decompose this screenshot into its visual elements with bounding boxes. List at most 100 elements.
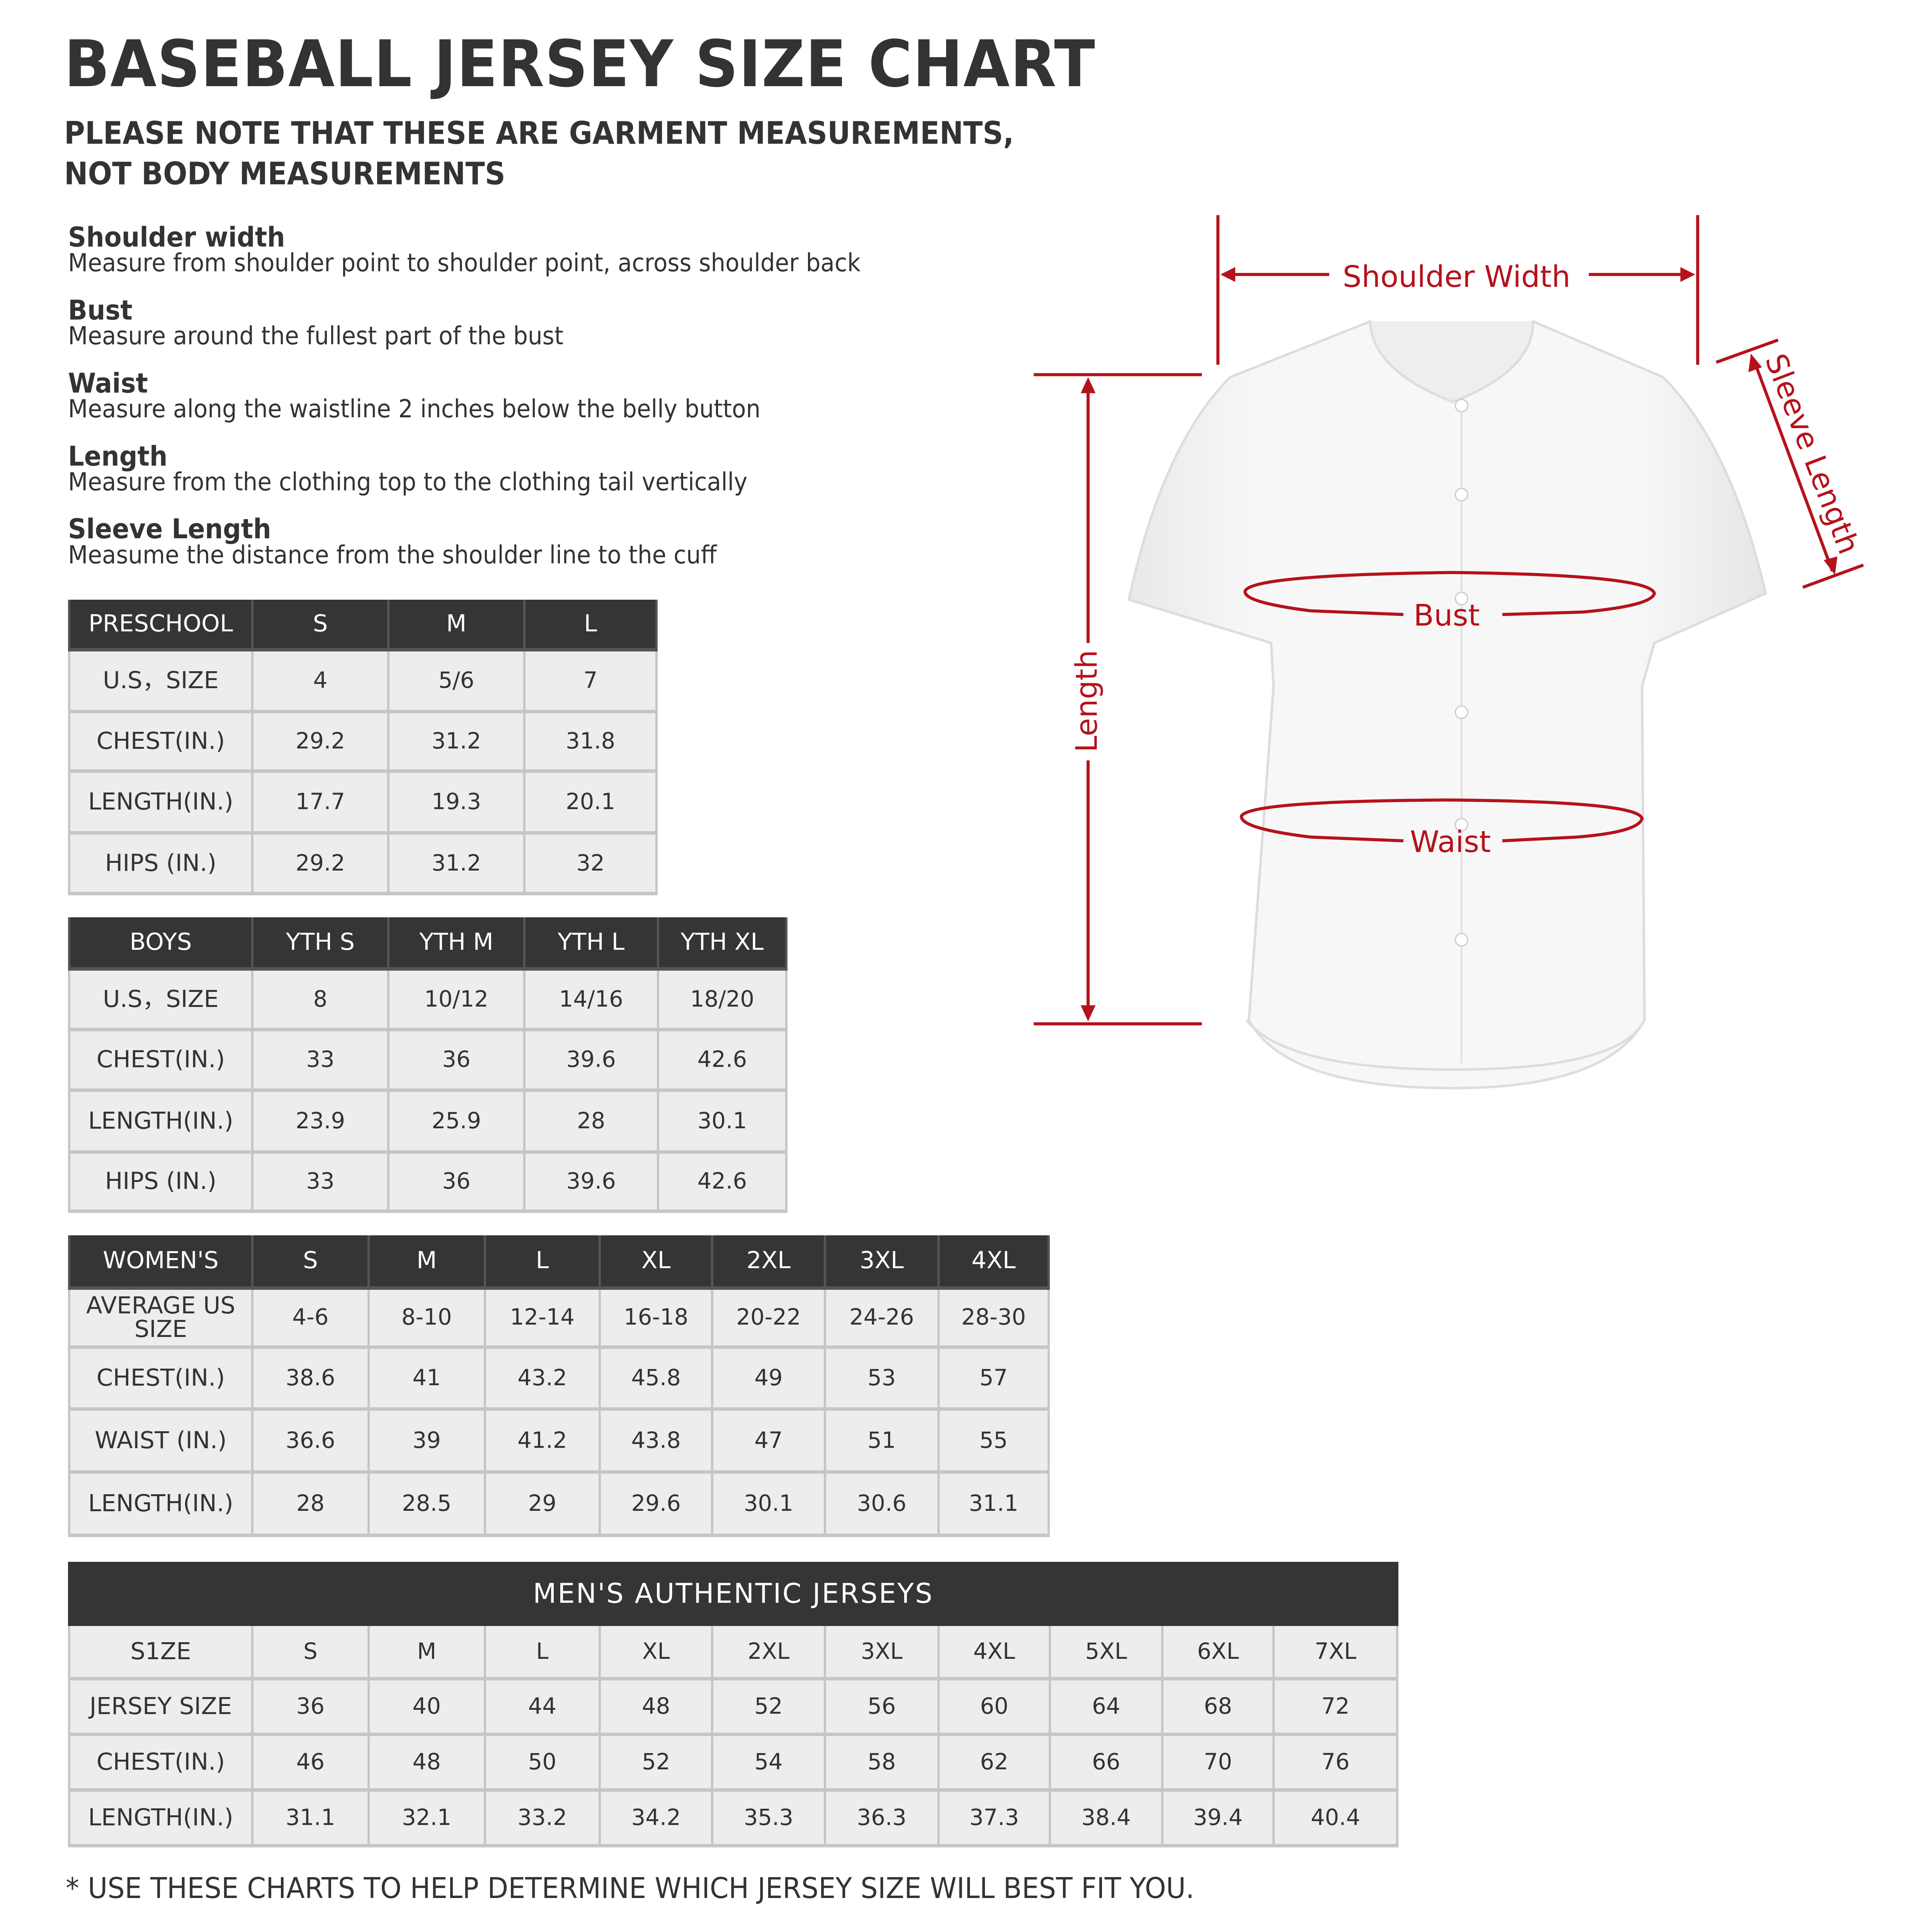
boys-table-cell: 33	[253, 1153, 389, 1213]
womens-table-cell-text: 43.2	[517, 1365, 567, 1391]
mens-table-cell-text: 64	[1092, 1693, 1121, 1719]
preschool-table-cell-text: 31.2	[431, 850, 481, 876]
womens-table-cell: 43.2	[486, 1349, 601, 1411]
boys-header-cell-text: YTH M	[419, 929, 493, 956]
boys-table-cell-text: 10/12	[424, 986, 488, 1012]
mens-table-cell-text: 52	[754, 1693, 783, 1719]
mens-table-cell-text: 50	[528, 1748, 557, 1775]
womens-table-cell-text: 30.1	[743, 1490, 794, 1517]
womens-header-cell-text: WOMEN'S	[103, 1247, 219, 1274]
boys-table-cell-text: 42.6	[697, 1168, 747, 1194]
mens-table-cell-text: 66	[1092, 1748, 1121, 1775]
boys-table-cell: 14/16	[526, 971, 659, 1031]
preschool-header-cell-text: PRESCHOOL	[88, 610, 233, 638]
footnote: * USE THESE CHARTS TO HELP DETERMINE WHI…	[65, 1872, 1194, 1905]
womens-table-cell: 31.1	[940, 1474, 1050, 1537]
womens-table-cell: 28.5	[369, 1474, 486, 1537]
mens-table-cell-text: L	[536, 1638, 549, 1664]
subtitle-line-1: PLEASE NOTE THAT THESE ARE GARMENT MEASU…	[64, 115, 1014, 151]
preschool-table-cell-text: CHEST(IN.)	[96, 728, 225, 755]
mens-table-cell: 56	[826, 1680, 940, 1736]
boys-table-cell-text: LENGTH(IN.)	[88, 1107, 233, 1134]
womens-table-cell-text: 30.6	[857, 1490, 906, 1517]
preschool-table-cell-text: 19.3	[431, 789, 481, 815]
preschool-table-cell-text: 32	[576, 850, 605, 876]
boys-table-cell-text: 33	[306, 1046, 335, 1073]
length-label: Length	[1070, 650, 1104, 752]
shoulder-width-label: Shoulder Width	[1343, 260, 1571, 294]
womens-table-cell-text: 20-22	[736, 1304, 801, 1330]
bust-label: Bust	[1413, 599, 1480, 633]
womens-header-cell-text: 2XL	[746, 1247, 791, 1274]
boys-table-cell-text: 23.9	[295, 1107, 345, 1134]
womens-table-cell: 24-26	[826, 1289, 940, 1349]
boys-table-cell: CHEST(IN.)	[68, 1031, 253, 1092]
boys-table-cell: 25.9	[389, 1092, 526, 1154]
boys-table-cell: U.S，SIZE	[68, 971, 253, 1031]
mens-table-cell: 64	[1051, 1680, 1164, 1736]
mens-table-cell: 6XL	[1163, 1626, 1275, 1680]
definition-term: Shoulder width	[68, 221, 285, 253]
mens-table-cell: 54	[713, 1736, 826, 1792]
definition-desc: Measure from the clothing top to the clo…	[68, 468, 748, 497]
boys-table-cell: 8	[253, 971, 389, 1031]
preschool-table-cell: 17.7	[253, 773, 389, 835]
womens-header-cell: 4XL	[940, 1235, 1050, 1290]
womens-table-cell-text: 8-10	[401, 1304, 452, 1330]
mens-table-cell: 66	[1051, 1736, 1164, 1792]
mens-table-cell: 32.1	[369, 1791, 486, 1847]
mens-table-cell-text: 76	[1321, 1748, 1350, 1775]
preschool-table-cell: 31.2	[389, 835, 526, 895]
definition-desc: Measure from shoulder point to shoulder …	[68, 249, 861, 278]
womens-table-cell-text: WAIST (IN.)	[95, 1427, 227, 1454]
womens-header-cell: XL	[601, 1235, 714, 1290]
womens-table-cell: 45.8	[601, 1349, 714, 1411]
womens-table-cell: 39	[369, 1411, 486, 1474]
mens-table-cell-text: 2XL	[747, 1638, 790, 1664]
womens-table-cell: 29.6	[601, 1474, 714, 1537]
mens-table-cell-text: 48	[412, 1748, 441, 1775]
preschool-table-cell: 29.2	[253, 835, 389, 895]
womens-table-cell: 30.6	[826, 1474, 940, 1537]
mens-table-cell-text: M	[417, 1638, 437, 1664]
mens-table-cell-text: 38.4	[1081, 1804, 1131, 1830]
womens-header-cell: S	[253, 1235, 370, 1290]
mens-table-cell: 39.4	[1163, 1791, 1275, 1847]
preschool-header-cell: S	[253, 600, 389, 652]
preschool-table-cell-text: 4	[313, 667, 328, 694]
mens-table-cell-text: 62	[980, 1748, 1009, 1775]
mens-table-cell: 36.3	[826, 1791, 940, 1847]
womens-header-cell: WOMEN'S	[68, 1235, 253, 1290]
mens-table-cell-text: 72	[1321, 1693, 1350, 1719]
boys-table-cell: 36	[389, 1153, 526, 1213]
boys-table-cell: 42.6	[659, 1031, 788, 1092]
womens-table-cell: 55	[940, 1411, 1050, 1474]
mens-table-cell-text: 40	[412, 1693, 441, 1719]
womens-table-cell: 38.6	[253, 1349, 370, 1411]
womens-table-cell-text: 53	[867, 1365, 896, 1391]
mens-table-title: MEN'S AUTHENTIC JERSEYS	[68, 1561, 1399, 1626]
mens-table-title-text: MEN'S AUTHENTIC JERSEYS	[533, 1578, 934, 1610]
definition-term: Waist	[68, 367, 148, 399]
mens-table-cell: 7XL	[1275, 1626, 1399, 1680]
womens-table-cell: 53	[826, 1349, 940, 1411]
mens-table-cell: S1ZE	[68, 1626, 253, 1680]
boys-table-cell-text: 25.9	[431, 1107, 481, 1134]
boys-table-cell-text: 30.1	[697, 1107, 747, 1134]
preschool-table-cell: 20.1	[526, 773, 658, 835]
preschool-table-cell: 5/6	[389, 651, 526, 714]
page-title: BASEBALL JERSEY SIZE CHART	[64, 27, 1096, 102]
womens-table-cell: CHEST(IN.)	[68, 1349, 253, 1411]
womens-table-cell: 4-6	[253, 1289, 370, 1349]
womens-table-cell-text: 29	[528, 1490, 557, 1517]
mens-table-cell: 44	[486, 1680, 601, 1736]
mens-table-cell-text: 3XL	[861, 1638, 903, 1664]
womens-table-cell: 43.8	[601, 1411, 714, 1474]
boys-header-cell: YTH S	[253, 917, 389, 971]
womens-table-cell: 51	[826, 1411, 940, 1474]
womens-table-cell-text: LENGTH(IN.)	[88, 1490, 233, 1517]
mens-table-cell-text: 36	[296, 1693, 325, 1719]
mens-table-cell-text: 40.4	[1311, 1804, 1361, 1830]
boys-header-cell: YTH XL	[659, 917, 788, 971]
